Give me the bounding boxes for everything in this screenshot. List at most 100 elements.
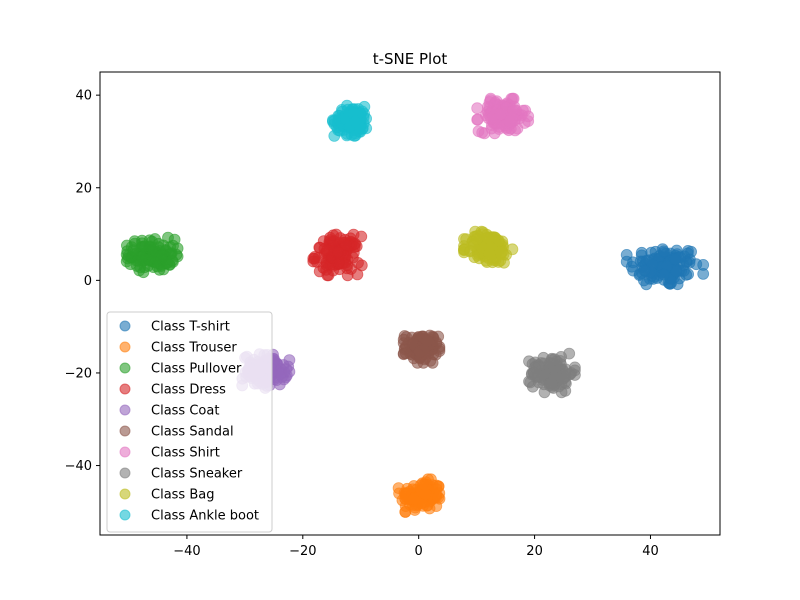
scatter-point	[563, 347, 576, 360]
scatter-point	[416, 477, 429, 490]
series-6	[471, 92, 535, 140]
y-tick-label: −40	[65, 459, 92, 474]
series-5	[397, 329, 446, 369]
legend-box	[106, 311, 273, 533]
legend-marker	[119, 446, 131, 458]
scatter-point	[495, 246, 507, 259]
y-tick-label: 20	[75, 181, 92, 196]
scatter-point	[408, 504, 421, 516]
y-tick-label: 0	[84, 274, 92, 289]
scatter-point	[620, 255, 633, 268]
scatter-point	[324, 231, 336, 244]
plot-frame	[99, 71, 721, 536]
scatter-point	[470, 233, 483, 246]
legend-marker	[119, 362, 131, 374]
scatter-point	[399, 347, 412, 360]
legend-item: Class Trouser	[119, 341, 237, 356]
scatter-points	[120, 92, 710, 518]
scatter-point	[458, 243, 470, 256]
legend-label: Class T-shirt	[151, 320, 230, 335]
scatter-point	[399, 505, 412, 518]
scatter-point	[669, 253, 682, 266]
scatter-point	[471, 113, 484, 126]
legend-label: Class Shirt	[151, 446, 220, 461]
series-0	[620, 243, 710, 291]
chart-title: t-SNE Plot	[373, 50, 448, 68]
y-tick-label: −20	[65, 366, 92, 381]
scatter-point	[128, 237, 141, 250]
series-1	[392, 473, 446, 518]
scatter-point	[407, 493, 420, 506]
x-tick-label: −20	[289, 544, 316, 559]
scatter-point	[156, 248, 168, 261]
legend-item: Class Coat	[119, 404, 219, 419]
scatter-point	[485, 113, 497, 125]
scatter-point	[503, 115, 516, 128]
scatter-point	[478, 127, 491, 140]
scatter-point	[420, 334, 433, 347]
scatter-point	[468, 251, 481, 264]
legend-label: Class Pullover	[151, 362, 242, 377]
scatter-point	[171, 242, 184, 255]
legend-marker	[119, 509, 131, 521]
legend-item: Class Bag	[119, 488, 214, 503]
scatter-point	[481, 256, 493, 269]
scatter-point	[670, 265, 683, 278]
legend-marker	[119, 488, 131, 500]
x-tick-label: −40	[173, 544, 200, 559]
scatter-point	[432, 491, 445, 504]
series-7	[523, 347, 581, 399]
legend-marker	[119, 404, 131, 416]
legend-item: Class T-shirt	[119, 320, 230, 335]
scatter-point	[640, 278, 653, 291]
scatter-point	[419, 487, 432, 500]
scatter-point	[697, 258, 710, 271]
series-8	[458, 225, 519, 269]
series-3	[307, 228, 368, 282]
legend-label: Class Coat	[151, 404, 219, 419]
scatter-point	[283, 365, 296, 378]
scatter-point	[349, 115, 362, 128]
legend-label: Class Ankle boot	[151, 509, 259, 524]
legend-label: Class Bag	[151, 488, 214, 503]
scatter-point	[307, 255, 320, 268]
scatter-point	[339, 238, 352, 251]
scatter-point	[348, 129, 361, 142]
series-2	[120, 231, 184, 279]
legend-marker	[119, 341, 131, 353]
scatter-point	[481, 231, 494, 244]
legend-marker	[119, 383, 131, 395]
scatter-point	[657, 245, 670, 258]
scatter-point	[548, 353, 561, 366]
x-axis: −40 −20 0 20 40	[173, 535, 659, 559]
x-tick-label: 20	[526, 544, 543, 559]
scatter-point	[532, 371, 544, 383]
legend-item: Class Shirt	[119, 446, 220, 461]
legend-label: Class Sneaker	[151, 467, 243, 482]
scatter-point	[494, 108, 507, 121]
legend: Class T-shirt Class Trouser Class Pullover…	[106, 311, 273, 533]
scatter-point	[545, 377, 558, 390]
scatter-point	[483, 96, 496, 108]
legend-item: Class Pullover	[119, 362, 242, 377]
scatter-point	[569, 369, 581, 381]
legend-item: Class Sandal	[119, 425, 234, 440]
scatter-point	[130, 260, 143, 272]
legend-marker	[119, 320, 131, 332]
scatter-point	[526, 380, 539, 393]
x-tick-label: 40	[642, 544, 659, 559]
x-tick-label: 0	[415, 544, 423, 559]
legend-marker	[119, 425, 131, 437]
legend-label: Class Dress	[151, 383, 226, 398]
legend-marker	[119, 467, 131, 479]
scatter-point	[638, 264, 651, 277]
scatter-point	[658, 268, 670, 281]
scatter-point	[328, 129, 341, 142]
legend-item: Class Sneaker	[119, 467, 243, 482]
scatter-point	[331, 246, 344, 258]
legend-item: Class Ankle boot	[119, 509, 259, 524]
scatter-point	[333, 257, 346, 270]
y-tick-label: 40	[75, 89, 92, 104]
legend-item: Class Dress	[119, 383, 226, 398]
